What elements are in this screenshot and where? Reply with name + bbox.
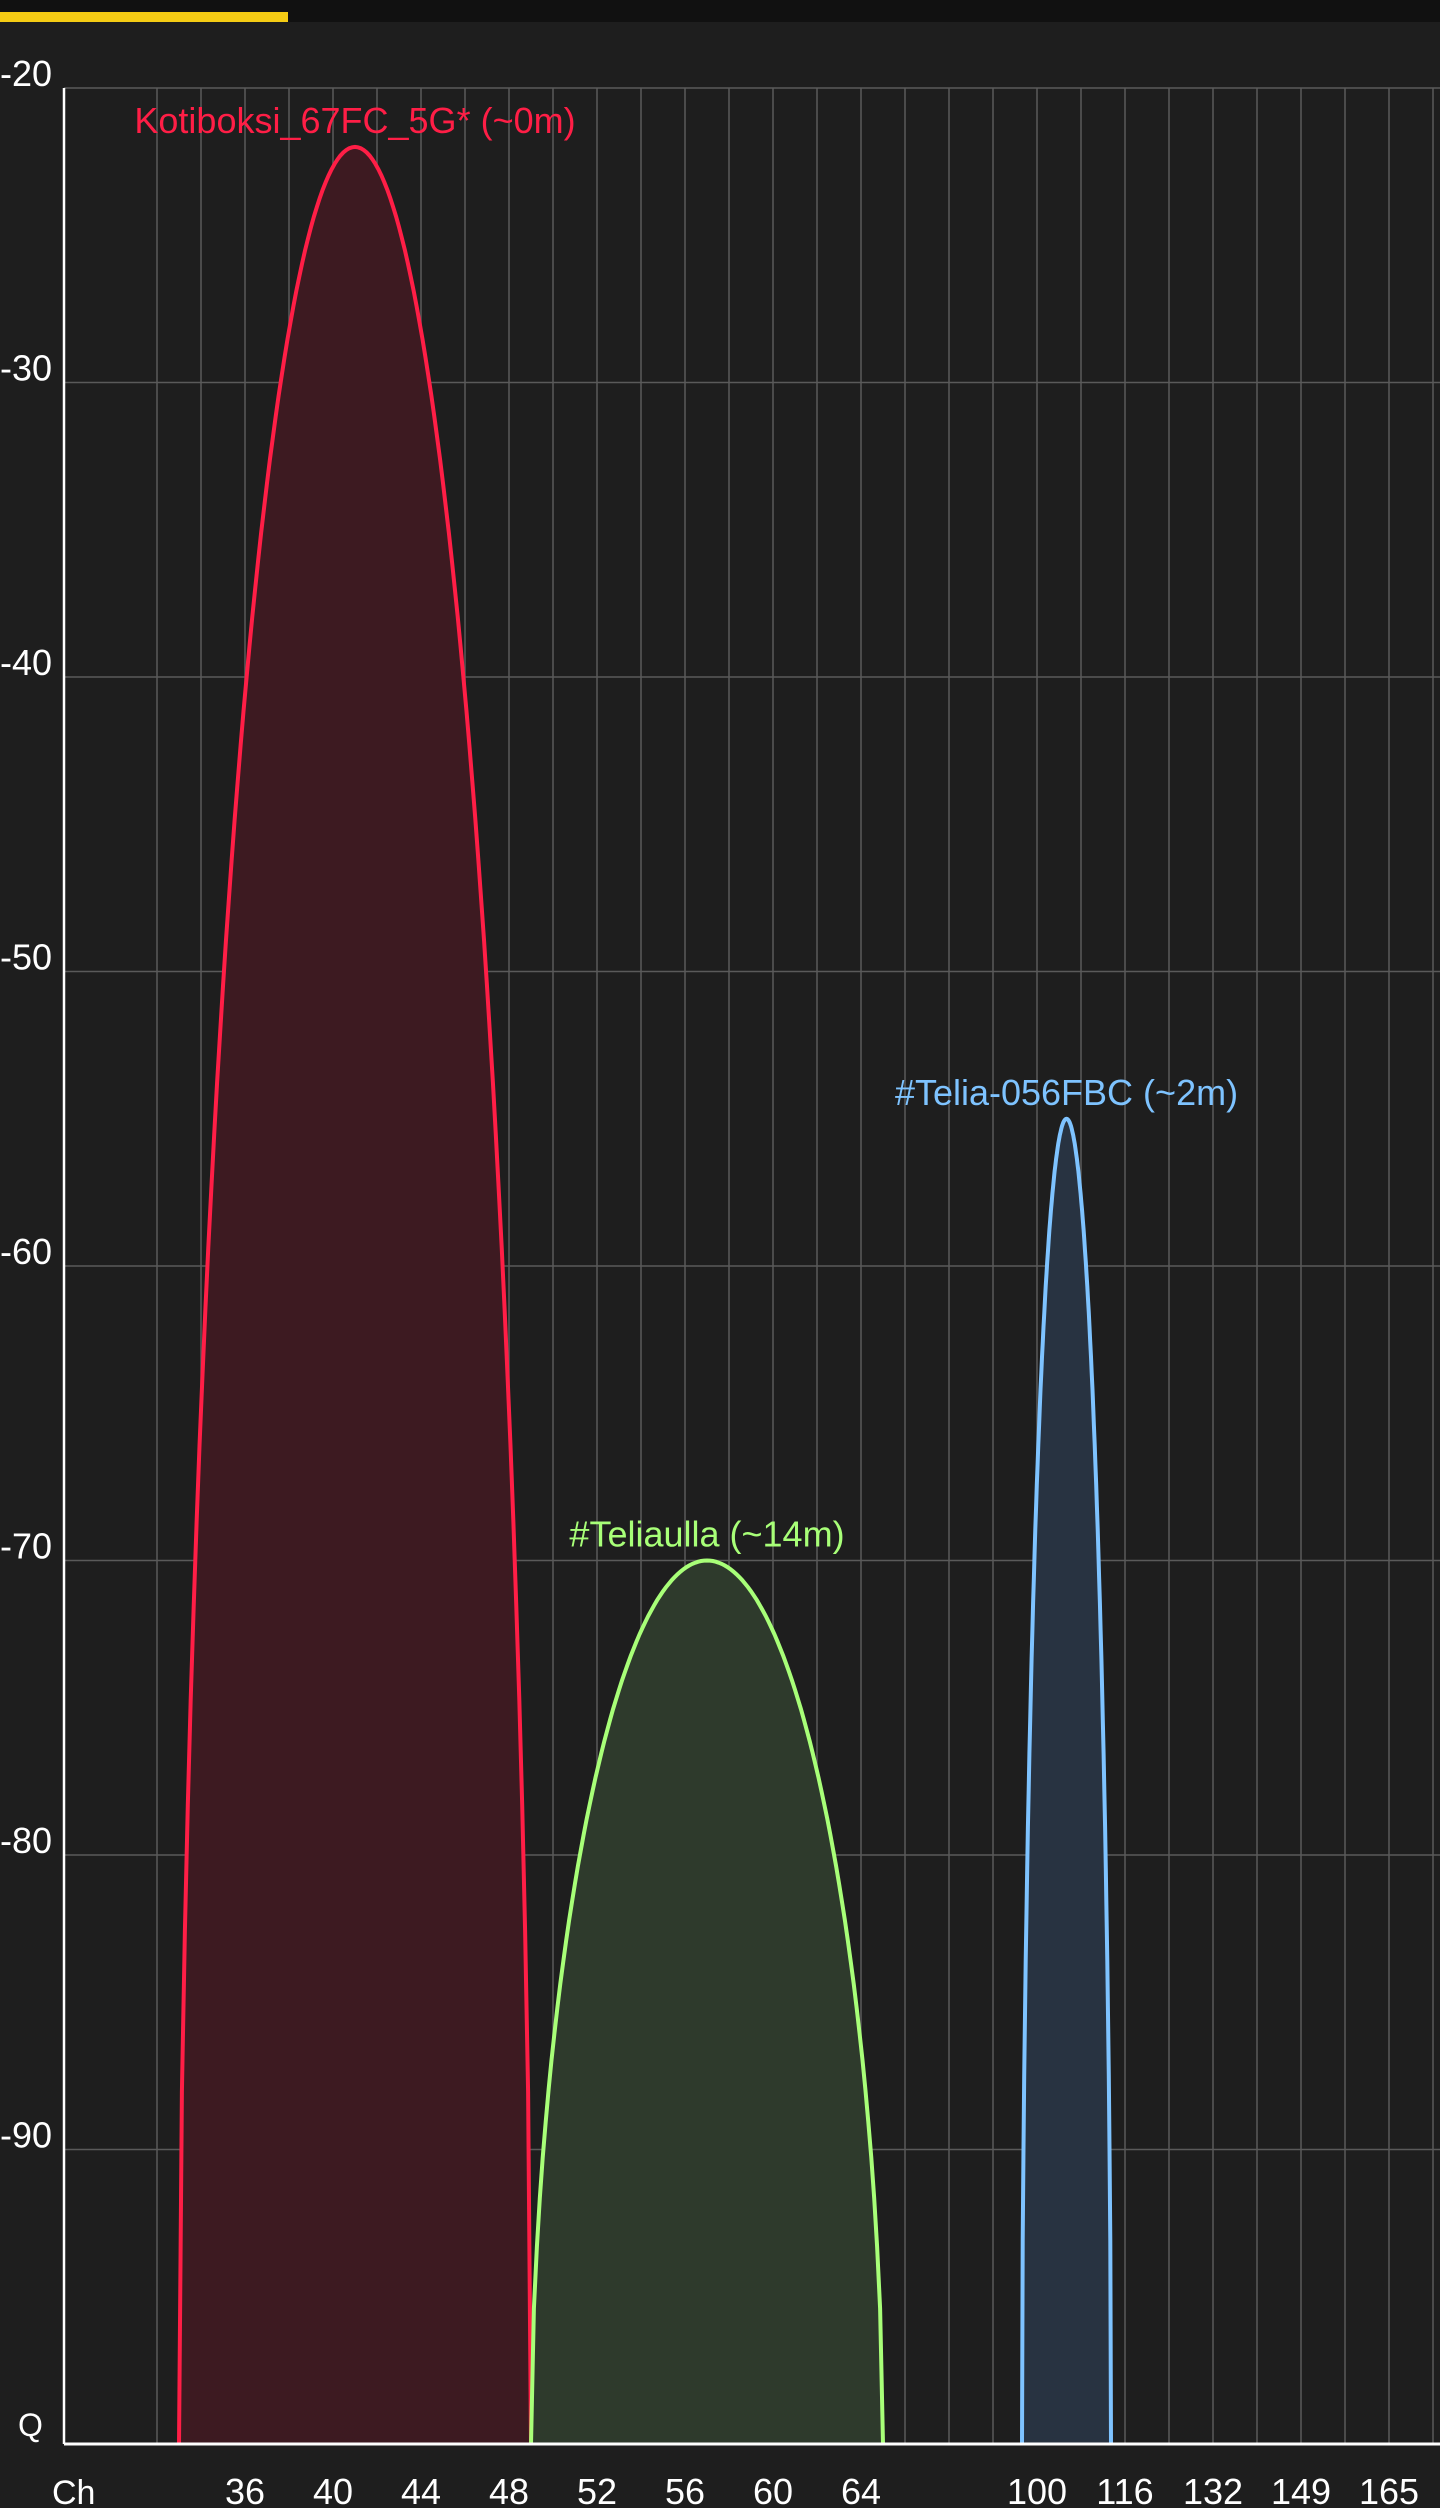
x-tick-label: 56 (665, 2471, 705, 2508)
y-tick-label: -90 (0, 2115, 52, 2156)
x-tick-label: 165 (1359, 2471, 1419, 2508)
y-tick-label: -20 (0, 53, 52, 94)
x-tick-label: 64 (841, 2471, 881, 2508)
series-label: #Teliaulla (~14m) (569, 1514, 844, 1555)
series-line (177, 144, 533, 2445)
y-tick-label: -70 (0, 1526, 52, 1567)
x-tick-label: 100 (1007, 2471, 1067, 2508)
y-tick-label: -80 (0, 1820, 52, 1861)
x-tick-label: 52 (577, 2471, 617, 2508)
x-tick-label: 44 (401, 2471, 441, 2508)
x-axis-label-ch: Ch (52, 2474, 95, 2508)
axes: Q Ch 36 40 44 48 52 56 60 64 100 116 132 149 165 (18, 88, 1440, 2508)
series-label: #Telia-056FBC (~2m) (895, 1072, 1238, 1113)
x-tick-label: 116 (1096, 2471, 1153, 2508)
x-tick-label: 132 (1183, 2471, 1243, 2508)
series-label: Kotiboksi_67FC_5G* (~0m) (134, 100, 575, 141)
y-tick-label: -60 (0, 1231, 52, 1272)
top-progress-track (0, 0, 1440, 22)
series-layer: Kotiboksi_67FC_5G* (~0m) #Teliaulla (~14m… (134, 100, 1238, 2445)
x-tick-label: 149 (1271, 2471, 1331, 2508)
progress-fill (0, 12, 288, 22)
x-tick-label: 48 (489, 2471, 529, 2508)
y-tick-label: -30 (0, 348, 52, 389)
y-axis-label-q: Q (18, 2407, 43, 2443)
x-tick-label: 36 (225, 2471, 265, 2508)
series-area (1022, 1118, 1111, 2444)
y-tick-label: -40 (0, 642, 52, 683)
series-area (179, 146, 531, 2445)
series-line (1020, 1116, 1113, 2445)
series-line (529, 1558, 885, 2445)
x-tick-label: 40 (313, 2471, 353, 2508)
series-area (531, 1560, 883, 2444)
x-tick-label: 60 (753, 2471, 793, 2508)
y-tick-label: -50 (0, 937, 52, 978)
